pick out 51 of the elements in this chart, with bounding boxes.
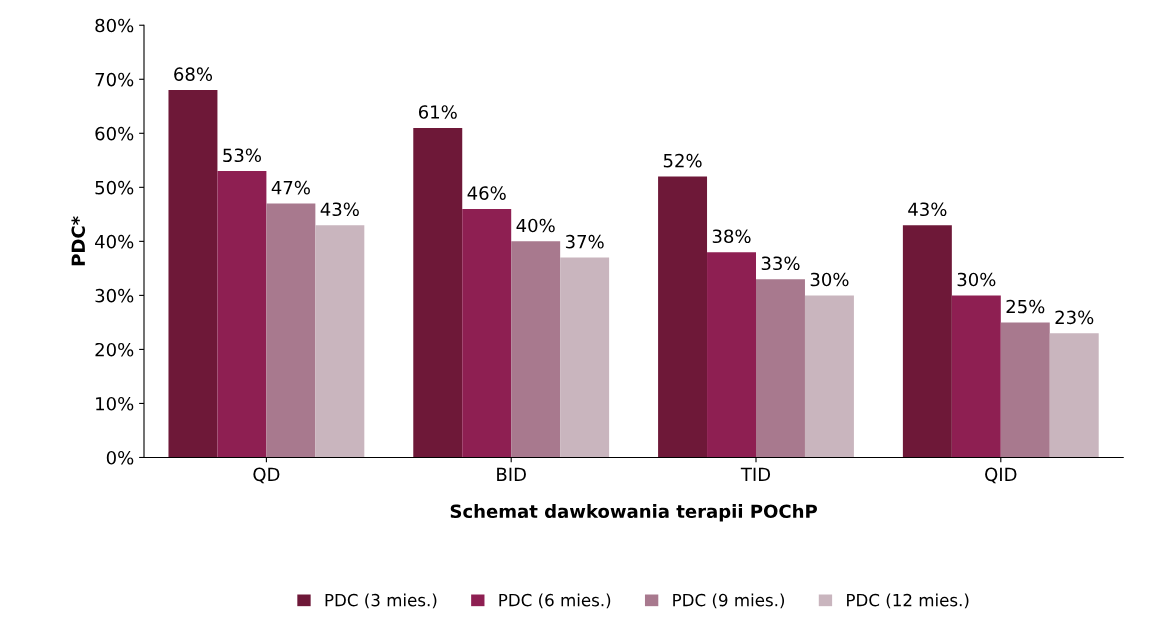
y-tick-label: 30%: [95, 288, 134, 303]
legend-label: PDC (12 mies.): [847, 593, 969, 609]
bar: [413, 127, 463, 458]
x-axis-title: Schemat dawkowania terapii POChP: [450, 504, 817, 522]
data-label: 30%: [810, 272, 849, 287]
bar: [1000, 322, 1050, 458]
bar: [804, 295, 854, 458]
data-label: 33%: [761, 256, 800, 271]
data-label: 53%: [223, 148, 261, 163]
y-tick-label: 60%: [95, 126, 134, 141]
bar: [658, 176, 708, 458]
y-tick-label: 40%: [95, 234, 134, 249]
data-label: 23%: [1055, 310, 1094, 325]
bar: [168, 90, 218, 458]
data-label: 37%: [565, 234, 604, 249]
x-tick-label: TID: [740, 467, 771, 481]
bar: [462, 208, 512, 458]
data-label: 46%: [467, 186, 506, 200]
x-tick-label: QD: [253, 467, 280, 484]
legend-label: PDC (6 mies.): [499, 593, 611, 609]
y-tick-label: 0%: [106, 450, 134, 465]
y-tick-label: 70%: [95, 72, 134, 87]
bar: [217, 171, 267, 458]
bar: [315, 225, 365, 458]
y-axis-title: PDC*: [71, 216, 86, 266]
x-tick-label: BID: [497, 467, 526, 481]
bar: [560, 257, 610, 458]
data-label: 25%: [1006, 299, 1045, 314]
data-label: 30%: [957, 272, 996, 287]
y-tick-label: 80%: [95, 18, 134, 33]
legend-label: PDC (3 mies.): [325, 593, 437, 609]
data-label: 52%: [663, 153, 702, 168]
data-label: 40%: [516, 218, 555, 233]
y-tick-label: 50%: [95, 180, 134, 195]
data-label: 43%: [908, 202, 947, 217]
bar: [511, 241, 561, 458]
y-tick-label: 20%: [95, 342, 134, 357]
legend-label: PDC (9 mies.): [673, 593, 785, 609]
bar: [756, 279, 805, 458]
bar: [902, 225, 952, 458]
data-label: 43%: [320, 202, 359, 217]
y-tick-label: 10%: [96, 396, 134, 411]
data-label: 68%: [174, 67, 213, 82]
bar: [951, 295, 1001, 458]
data-label: 47%: [271, 180, 310, 195]
data-label: 38%: [712, 229, 751, 244]
bar: [707, 252, 756, 458]
bar: [266, 203, 316, 458]
x-tick-label: QID: [985, 467, 1017, 484]
bar: [1049, 333, 1099, 458]
data-label: 61%: [418, 105, 457, 119]
